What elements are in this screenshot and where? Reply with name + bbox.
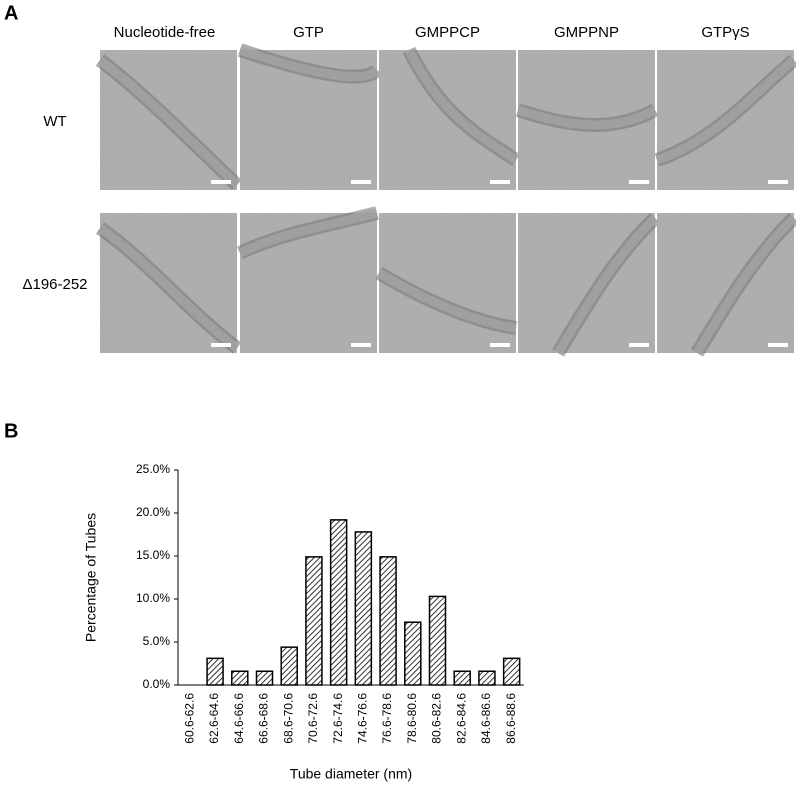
micrograph <box>95 50 242 191</box>
y-tick-label: 20.0% <box>136 505 170 519</box>
tube-lumen <box>238 45 381 82</box>
bar <box>255 670 274 686</box>
micrograph <box>515 50 659 190</box>
panel-label: B <box>4 420 18 442</box>
tube-lumen <box>404 47 519 164</box>
tube-lumen <box>237 208 379 258</box>
panel-label: A <box>4 2 18 24</box>
x-tick-label: 62.6-64.6 <box>207 693 221 744</box>
y-tick-label: 0.0% <box>143 677 171 691</box>
x-tick-label: 68.6-70.6 <box>281 693 295 744</box>
micrograph-noise <box>379 50 516 190</box>
tube-lumen <box>693 214 796 356</box>
micrograph <box>95 213 242 354</box>
x-tick-label: 80.6-82.6 <box>430 693 444 744</box>
scale-bar <box>490 343 510 347</box>
scale-bar <box>351 180 371 184</box>
tube-lumen <box>97 224 240 352</box>
micrograph <box>654 50 796 190</box>
x-tick-label: 66.6-68.6 <box>257 693 271 744</box>
x-tick-label: 86.6-88.6 <box>504 693 518 744</box>
y-tick-label: 5.0% <box>143 634 171 648</box>
micrograph-grid: Nucleotide-free GTP GMPPCP GMPPNP GTPγS WT Δ19… <box>22 24 796 357</box>
scale-bar <box>490 180 510 184</box>
micrograph <box>657 212 796 357</box>
column-header: GTPγS <box>701 24 749 41</box>
y-tick-label: 10.0% <box>136 591 170 605</box>
bar <box>280 646 298 686</box>
scale-bar <box>768 343 788 347</box>
x-tick-label: 76.6-78.6 <box>380 693 394 744</box>
row-header: Δ196-252 <box>22 276 87 293</box>
bar <box>329 519 348 686</box>
x-tick-label: 64.6-66.6 <box>232 693 246 744</box>
scale-bar <box>351 343 371 347</box>
x-tick-label: 70.6-72.6 <box>306 693 320 744</box>
scale-bar <box>768 180 788 184</box>
scale-bar <box>211 180 231 184</box>
x-tick-label: 74.6-76.6 <box>356 693 370 744</box>
column-header: GMPPCP <box>415 24 480 41</box>
x-tick-label: 82.6-84.6 <box>454 693 468 744</box>
bar <box>453 670 471 686</box>
tube-lumen <box>516 105 658 130</box>
bar <box>379 556 397 686</box>
column-header: GMPPNP <box>554 24 619 41</box>
scale-bar <box>629 343 649 347</box>
tube-lumen <box>376 269 517 333</box>
x-tick-label: 60.6-62.6 <box>183 693 197 744</box>
bar <box>206 657 224 686</box>
tube-lumen <box>554 214 659 356</box>
bar <box>428 595 447 686</box>
bar <box>354 531 373 686</box>
scale-bar <box>629 180 649 184</box>
tube-lumen <box>655 56 796 165</box>
bar-chart: 0.0% 5.0% 10.0% 15.0% 20.0% 25.0% 60.6-62.6 62.… <box>83 462 524 782</box>
x-tick-label: 78.6-80.6 <box>405 693 419 744</box>
column-header: Nucleotide-free <box>114 24 216 41</box>
bar <box>305 556 323 686</box>
bar <box>478 670 496 686</box>
y-axis-title: Percentage of Tubes <box>83 513 99 642</box>
micrograph <box>518 212 660 357</box>
x-tick-label: 84.6-86.6 <box>479 693 493 744</box>
bar <box>231 670 249 686</box>
x-tick-label: 72.6-74.6 <box>331 693 345 744</box>
tube-lumen <box>97 56 241 189</box>
row-header: WT <box>43 113 66 130</box>
y-tick-label: 25.0% <box>136 462 170 476</box>
micrograph <box>236 206 379 353</box>
x-axis-title: Tube diameter (nm) <box>290 766 412 782</box>
micrograph <box>237 43 383 190</box>
column-header: GTP <box>293 24 324 41</box>
scale-bar <box>211 343 231 347</box>
bar <box>404 621 422 686</box>
micrograph <box>375 213 518 353</box>
bar <box>502 657 521 686</box>
micrograph <box>379 46 520 190</box>
y-tick-label: 15.0% <box>136 548 170 562</box>
